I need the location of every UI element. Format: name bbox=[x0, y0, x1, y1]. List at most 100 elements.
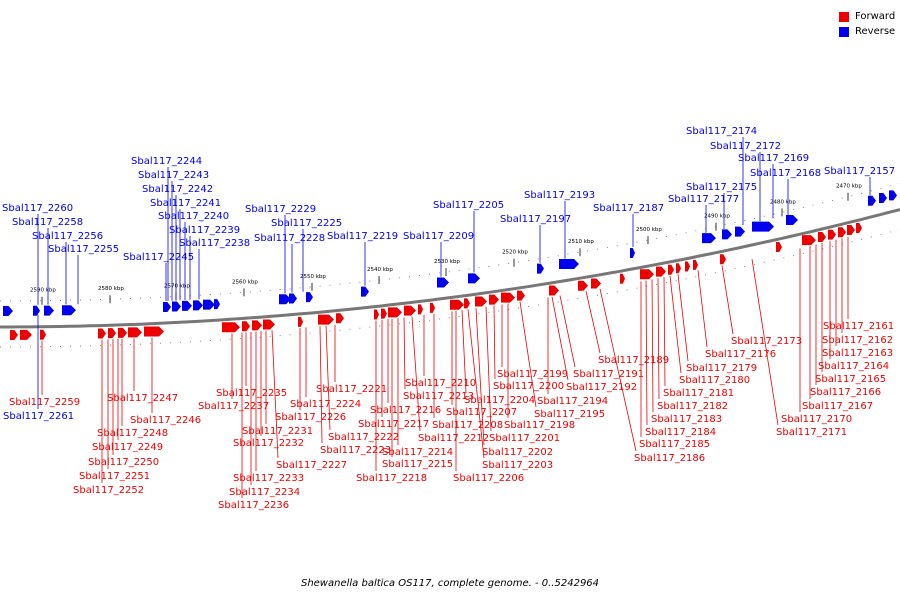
forward-gene-label: Sbal117_2167 bbox=[802, 401, 873, 412]
reverse-gene-label: Sbal117_2157 bbox=[824, 166, 895, 177]
reverse-gene-arrow bbox=[182, 300, 192, 311]
legend-forward: Forward bbox=[839, 9, 895, 24]
reverse-gene-label: Sbal117_2197 bbox=[500, 214, 571, 225]
reverse-gene-arrow bbox=[214, 299, 220, 310]
scale-tick-label: 2510 kbp bbox=[568, 239, 594, 245]
reverse-strand-genes: Sbal117_2261 Sbal117_2260 Sbal117_2258 Sbal… bbox=[2, 126, 897, 422]
forward-gene-arrow bbox=[418, 304, 423, 315]
forward-gene-label: Sbal117_2195 bbox=[534, 409, 605, 420]
forward-gene-label: Sbal117_2206 bbox=[453, 473, 524, 484]
forward-gene-arrow bbox=[640, 269, 654, 280]
forward-gene-label: Sbal117_2165 bbox=[815, 374, 886, 385]
forward-gene-arrow bbox=[517, 290, 525, 301]
forward-gene-arrow bbox=[118, 327, 127, 338]
reverse-gene-arrow bbox=[172, 301, 181, 312]
forward-gene-label: Sbal117_2200 bbox=[493, 381, 564, 392]
reverse-gene-arrow bbox=[3, 305, 13, 316]
forward-gene-label: Sbal117_2166 bbox=[810, 387, 881, 398]
forward-gene-arrow bbox=[501, 292, 515, 303]
forward-gene-label: Sbal117_2181 bbox=[663, 388, 734, 399]
reverse-gene-label: Sbal117_2177 bbox=[668, 194, 739, 205]
reverse-gene-label: Sbal117_2168 bbox=[750, 168, 821, 179]
reverse-gene-label: Sbal117_2175 bbox=[686, 182, 757, 193]
reverse-gene-label: Sbal117_2241 bbox=[150, 198, 221, 209]
reverse-swatch bbox=[839, 26, 849, 37]
reverse-gene-arrow bbox=[702, 233, 716, 244]
forward-gene-leader bbox=[599, 288, 637, 452]
forward-gene-label: Sbal117_2186 bbox=[634, 453, 705, 464]
reverse-gene-arrow bbox=[722, 229, 732, 240]
reverse-gene-arrow bbox=[786, 215, 798, 226]
scale-tick-label: 2520 kbp bbox=[502, 250, 528, 256]
forward-gene-leader bbox=[669, 275, 682, 374]
reverse-gene-label: Sbal117_2209 bbox=[403, 231, 474, 242]
reverse-gene-label: Sbal117_2244 bbox=[131, 156, 202, 167]
forward-gene-label: Sbal117_2249 bbox=[92, 442, 163, 453]
forward-gene-arrow bbox=[450, 299, 464, 310]
forward-gene-label: Sbal117_2234 bbox=[229, 487, 300, 498]
genome-backbone bbox=[0, 208, 900, 329]
forward-gene-leader bbox=[657, 278, 660, 400]
forward-gene-label: Sbal117_2199 bbox=[497, 369, 568, 380]
forward-gene-leader bbox=[559, 295, 576, 368]
forward-gene-arrow bbox=[242, 321, 250, 332]
forward-gene-label: Sbal117_2161 bbox=[823, 321, 894, 332]
forward-gene-label: Sbal117_2210 bbox=[405, 378, 476, 389]
forward-strand-genes: Sbal117_2259 Sbal117_2252 Sbal117_2251 Sbal… bbox=[9, 223, 894, 511]
forward-gene-leader bbox=[663, 277, 666, 387]
forward-gene-arrow bbox=[374, 309, 379, 320]
forward-gene-label: Sbal117_2184 bbox=[645, 427, 716, 438]
reverse-gene-label: Sbal117_2229 bbox=[245, 204, 316, 215]
forward-gene-leader bbox=[475, 308, 485, 446]
reverse-gene-arrow bbox=[193, 300, 203, 311]
forward-gene-arrow bbox=[838, 227, 846, 238]
forward-gene-arrow bbox=[40, 329, 46, 340]
scale-tick-label: 2580 kbp bbox=[98, 286, 124, 292]
forward-gene-leader bbox=[403, 317, 406, 390]
forward-gene-label: Sbal117_2179 bbox=[686, 363, 757, 374]
forward-gene-leader bbox=[461, 310, 467, 394]
forward-gene-label: Sbal117_2189 bbox=[598, 355, 669, 366]
forward-gene-arrow bbox=[464, 298, 470, 309]
forward-gene-label: Sbal117_2250 bbox=[88, 457, 159, 468]
reverse-gene-arrow bbox=[559, 259, 579, 270]
forward-gene-label: Sbal117_2215 bbox=[382, 459, 453, 470]
reverse-gene-arrow bbox=[33, 305, 40, 316]
forward-gene-label: Sbal117_2192 bbox=[566, 382, 637, 393]
forward-gene-label: Sbal117_2224 bbox=[290, 399, 361, 410]
forward-gene-arrow bbox=[549, 285, 559, 296]
forward-gene-leader bbox=[585, 291, 601, 354]
reverse-gene-label: Sbal117_2219 bbox=[327, 231, 398, 242]
forward-gene-leader bbox=[697, 270, 708, 348]
reverse-gene-arrow bbox=[44, 305, 54, 316]
reverse-gene-label: Sbal117_2242 bbox=[142, 184, 213, 195]
reverse-gene-label: Sbal117_2172 bbox=[710, 141, 781, 152]
scale-tick-label: 2480 kbp bbox=[770, 199, 796, 205]
forward-gene-label: Sbal117_2164 bbox=[818, 361, 889, 372]
forward-gene-arrow bbox=[475, 296, 487, 307]
forward-gene-label: Sbal117_2173 bbox=[731, 336, 802, 347]
forward-gene-arrow bbox=[828, 229, 836, 240]
forward-gene-label: Sbal117_2202 bbox=[482, 447, 553, 458]
reverse-gene-label: Sbal117_2239 bbox=[169, 225, 240, 236]
figure-caption: Shewanella baltica OS117, complete genom… bbox=[300, 578, 600, 589]
forward-gene-arrow bbox=[676, 263, 681, 274]
reverse-gene-label: Sbal117_2255 bbox=[48, 244, 119, 255]
forward-gene-label: Sbal117_2247 bbox=[107, 393, 178, 404]
forward-gene-label: Sbal117_2191 bbox=[573, 369, 644, 380]
forward-gene-label: Sbal117_2204 bbox=[464, 395, 535, 406]
forward-gene-leader bbox=[467, 309, 485, 459]
forward-gene-label: Sbal117_2212 bbox=[418, 433, 489, 444]
forward-gene-label: Sbal117_2194 bbox=[537, 396, 608, 407]
forward-gene-label: Sbal117_2170 bbox=[781, 414, 852, 425]
forward-gene-arrow bbox=[847, 224, 855, 235]
forward-gene-arrow bbox=[656, 266, 666, 277]
forward-gene-arrow bbox=[381, 308, 387, 319]
forward-gene-label: Sbal117_2233 bbox=[233, 473, 304, 484]
legend-reverse-label: Reverse bbox=[855, 26, 896, 37]
forward-gene-label: Sbal117_2252 bbox=[73, 485, 144, 496]
forward-gene-leader bbox=[485, 306, 492, 432]
reverse-gene-label: Sbal117_2240 bbox=[158, 211, 229, 222]
